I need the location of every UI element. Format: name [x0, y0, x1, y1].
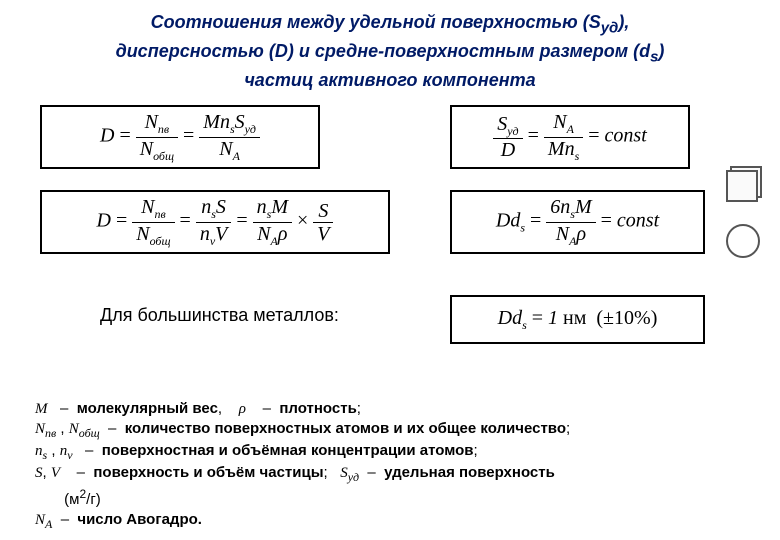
sphere-icon	[726, 224, 760, 258]
formula-4: Dds = 6nsMNAρ = const	[450, 190, 705, 254]
page-title: Соотношения между удельной поверхностью …	[20, 10, 760, 92]
caption: Для большинства металлов:	[100, 305, 339, 326]
particle-shapes	[726, 170, 760, 258]
formula-5: Dds = 1 нм (±10%)	[450, 295, 705, 344]
formula-3: D = NпвNобщ = nsSnvV = nsMNAρ × SV	[40, 190, 390, 254]
cube-icon	[726, 170, 758, 202]
formula-1: D = NпвNобщ = MnsSудNA	[40, 105, 320, 169]
formula-2: SудD = NAMns = const	[450, 105, 690, 169]
definitions-block: M – молекулярный вес, ρ – плотность; Nпв…	[35, 399, 570, 532]
